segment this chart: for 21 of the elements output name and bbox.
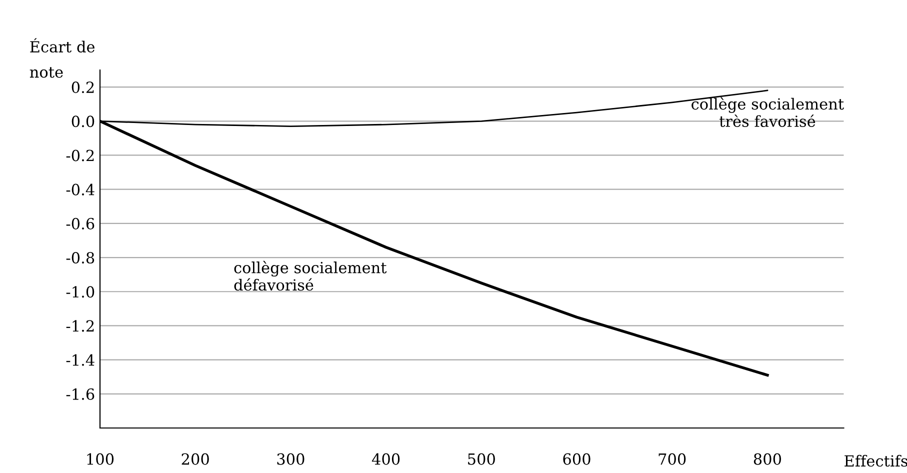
y-tick-label: -0.6 [66,218,94,230]
x-tick-label: 100 [87,453,114,465]
y-tick-label: -0.8 [66,252,94,264]
x-tick-label: 500 [468,453,495,465]
y-tick-label: 0.2 [72,82,94,94]
x-tick-label: 600 [563,453,590,465]
y-axis-title: Écart de note [30,38,95,78]
y-tick-label: -1.6 [66,388,94,400]
series-label: collège socialement défavorisé [234,260,387,291]
x-tick-label: 400 [372,453,400,465]
x-tick-label: 800 [754,453,782,465]
y-tick-label: -1.0 [66,286,94,298]
y-tick-label: -0.2 [66,150,94,162]
x-tick-label: 700 [658,453,686,465]
y-tick-label: -0.4 [66,184,94,196]
y-tick-label: -1.4 [66,354,94,366]
series-label: collège socialement très favorisé [692,97,844,128]
y-tick-label: 0.0 [72,116,94,128]
x-tick-label: 200 [182,453,209,465]
x-tick-label: 300 [277,453,304,465]
y-tick-label: -1.2 [66,320,94,332]
